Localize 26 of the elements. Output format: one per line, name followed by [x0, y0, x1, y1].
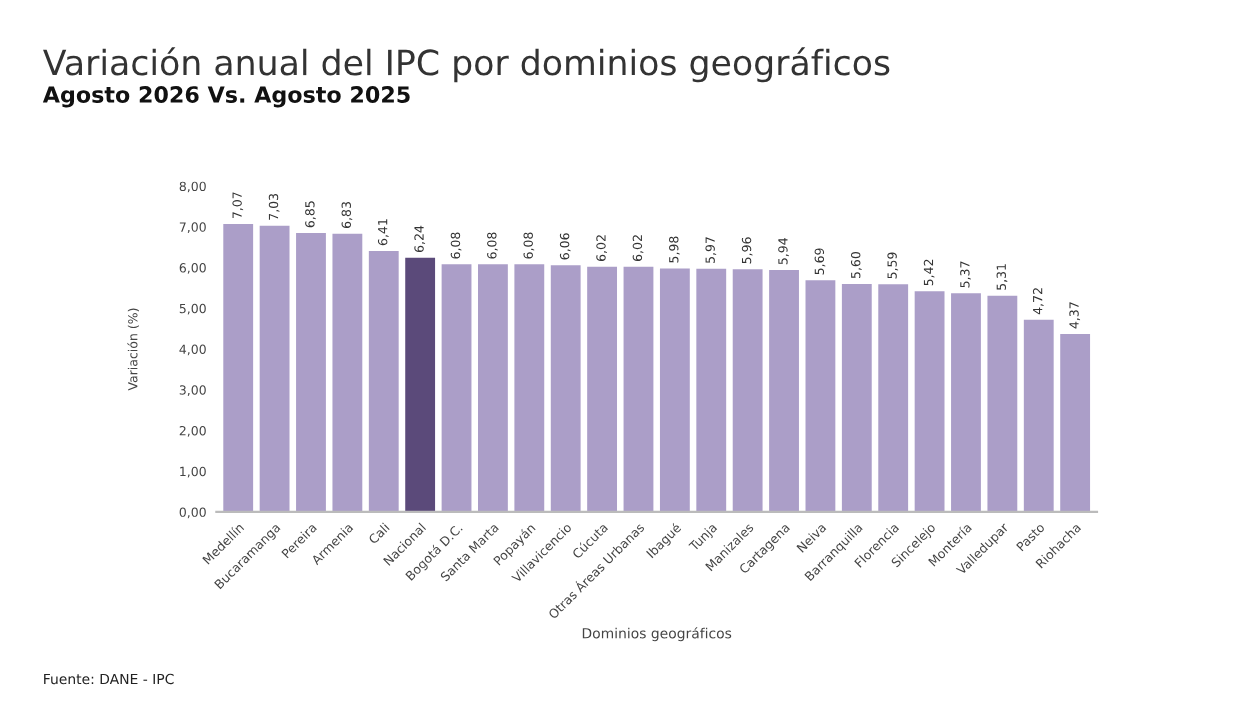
bar: [550, 265, 581, 512]
bar: [441, 264, 472, 512]
bar: [259, 225, 290, 512]
bar: [1060, 333, 1091, 512]
bar: [659, 268, 690, 512]
bar: [368, 250, 399, 512]
bar: [296, 232, 326, 512]
chart-subtitle: Agosto 2026 Vs. Agosto 2025: [42, 86, 410, 108]
bar: [914, 291, 945, 512]
bar: [805, 280, 836, 512]
bar: [405, 257, 436, 512]
bar: [987, 295, 1018, 512]
bar: [478, 264, 508, 512]
bar: [841, 283, 872, 512]
bar: [696, 268, 727, 512]
bar: [951, 293, 981, 512]
bar: [769, 270, 799, 512]
bar: [1023, 319, 1054, 512]
chart-title: Variación anual del IPC por dominios geográficos: [43, 47, 890, 83]
bar: [623, 266, 654, 512]
bar: [732, 269, 763, 512]
bar: [332, 233, 363, 512]
bar: [878, 284, 909, 512]
bar: [223, 224, 254, 512]
bar: [587, 266, 618, 512]
bar: [514, 264, 545, 512]
